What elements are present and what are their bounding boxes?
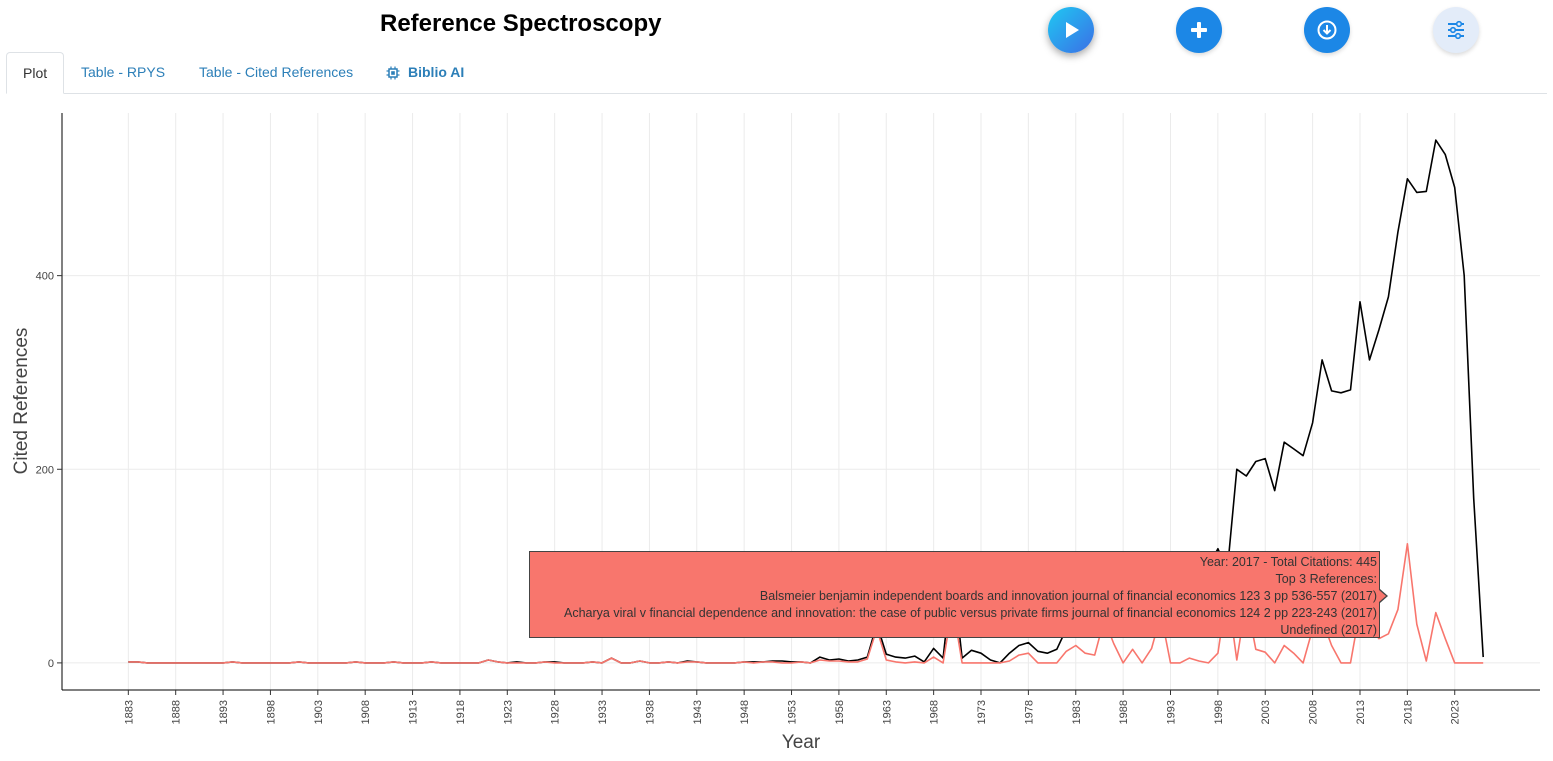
x-tick-label: 1888: [171, 700, 183, 724]
tooltip-line: Acharya viral v financial dependence and…: [564, 606, 1377, 620]
y-tick-label: 0: [48, 658, 54, 670]
x-tick-label: 1983: [1071, 700, 1083, 724]
x-tick-label: 1963: [881, 700, 893, 724]
chart-series: [128, 139, 1484, 664]
x-tick-label: 1898: [265, 700, 277, 724]
y-tick-label: 400: [36, 271, 54, 283]
x-tick-label: 1973: [976, 700, 988, 724]
x-tick-label: 1938: [644, 700, 656, 724]
x-tick-label: 2003: [1260, 700, 1272, 724]
x-tick-label: 1988: [1118, 700, 1130, 724]
tooltip-line: Balsmeier benjamin independent boards an…: [759, 589, 1377, 603]
tab-table-cited-references[interactable]: Table - Cited References: [199, 64, 354, 80]
y-tick-label: 200: [36, 464, 54, 476]
x-tick-label: 2018: [1402, 700, 1414, 724]
x-tick-label: 1968: [929, 700, 941, 724]
tab-biblio-ai[interactable]: Biblio AI: [370, 52, 480, 93]
add-button[interactable]: [1176, 7, 1222, 53]
x-tick-label: 1913: [408, 700, 420, 724]
chart-axes: [61, 113, 1540, 691]
x-tick-label: 1998: [1213, 700, 1225, 724]
y-axis-title: Cited References: [11, 328, 32, 475]
tooltip-line: Undefined (2017): [1280, 623, 1377, 637]
tab-biblio-ai-label: Biblio AI: [408, 64, 465, 80]
rpys-chart: 1883 1888 1893 1898 1903 1908 1913 1918 1923 1928…: [11, 113, 1540, 753]
chart-grid: [62, 113, 1540, 690]
run-button[interactable]: [1048, 7, 1094, 53]
tab-table-rpys[interactable]: Table - RPYS: [81, 64, 166, 80]
chip-icon: [386, 66, 400, 79]
tooltip-line: Top 3 References:: [1275, 572, 1377, 586]
page-title: Reference Spectroscopy: [380, 10, 662, 37]
x-tick-label: 1883: [123, 700, 135, 724]
x-tick-label: 2008: [1308, 700, 1320, 724]
x-tick-label: 1933: [597, 700, 609, 724]
x-tick-label: 1958: [834, 700, 846, 724]
x-tick-label: 1908: [360, 700, 372, 724]
tab-plot[interactable]: Plot: [6, 52, 65, 94]
x-tick-label: 1943: [692, 700, 704, 724]
play-icon: [1066, 22, 1079, 38]
x-tick-label: 1928: [550, 700, 562, 724]
hover-tooltip: Year: 2017 - Total Citations: 445 Top 3 …: [529, 551, 1380, 638]
download-icon: [1317, 20, 1337, 40]
y-axis-ticks: 0 200 400: [36, 271, 62, 670]
series-median-line: [128, 542, 1484, 664]
tab-bar: Plot Table - RPYS Table - Cited Referenc…: [6, 52, 1547, 94]
x-tick-label: 1923: [502, 700, 514, 724]
x-tick-label: 1978: [1023, 700, 1035, 724]
x-tick-label: 1893: [218, 700, 230, 724]
tooltip-line: Year: 2017 - Total Citations: 445: [1199, 555, 1377, 569]
x-tick-label: 1903: [313, 700, 325, 724]
x-tick-label: 1948: [739, 700, 751, 724]
x-tick-label: 1993: [1166, 700, 1178, 724]
x-axis-title: Year: [782, 732, 821, 753]
x-tick-label: 1953: [787, 700, 799, 724]
settings-button[interactable]: [1433, 7, 1479, 53]
plus-icon: [1191, 22, 1207, 38]
x-axis-ticks: 1883 1888 1893 1898 1903 1908 1913 1918 1923 1928…: [123, 690, 1462, 724]
download-button[interactable]: [1304, 7, 1350, 53]
x-tick-label: 2013: [1355, 700, 1367, 724]
x-tick-label: 2023: [1450, 700, 1462, 724]
x-tick-label: 1918: [455, 700, 467, 724]
tooltip-pointer-fill: [1379, 590, 1386, 602]
sliders-icon: [1448, 20, 1464, 40]
